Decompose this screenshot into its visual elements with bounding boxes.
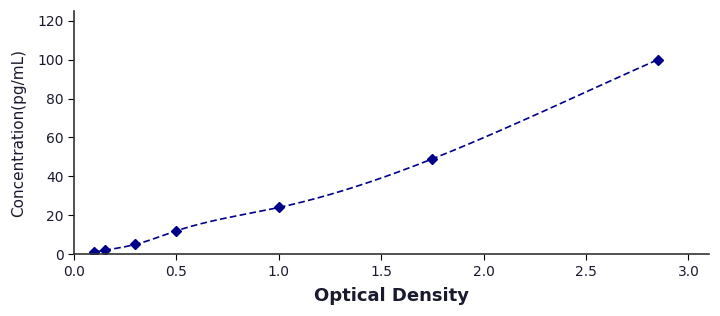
- Y-axis label: Concentration(pg/mL): Concentration(pg/mL): [11, 49, 26, 217]
- X-axis label: Optical Density: Optical Density: [314, 287, 469, 305]
